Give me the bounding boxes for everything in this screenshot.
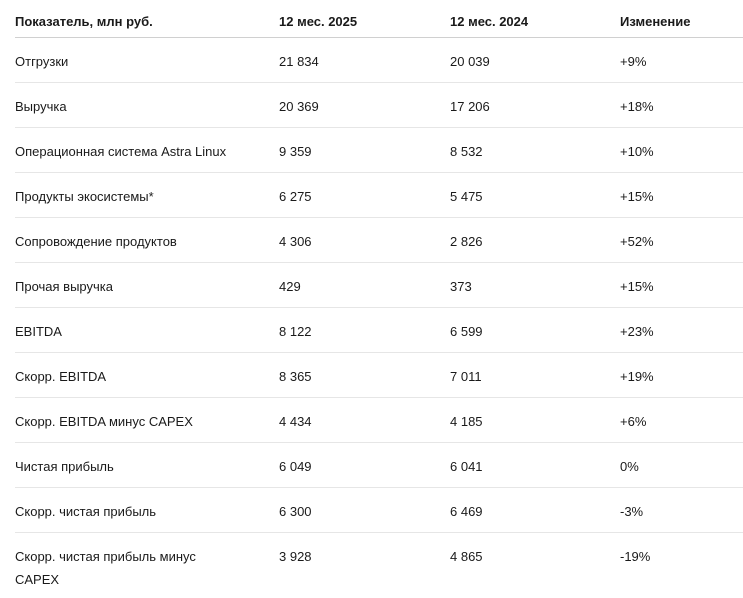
header-row: Показатель, млн руб. 12 мес. 2025 12 мес. … bbox=[15, 0, 743, 38]
table-cell: Отгрузки bbox=[15, 54, 69, 69]
table-cell: +10% bbox=[620, 144, 654, 159]
table-cell: Скорр. чистая прибыль bbox=[15, 504, 157, 519]
table-cell: 8 122 bbox=[279, 324, 312, 339]
table-row: Чистая прибыль 6 049 6 041 0% bbox=[15, 443, 743, 488]
table-cell: 6 469 bbox=[450, 504, 483, 519]
table-cell: EBITDA bbox=[15, 324, 62, 339]
table-row: Скорр. чистая прибыль 6 300 6 469 -3% bbox=[15, 488, 743, 533]
table-cell: 6 300 bbox=[279, 504, 312, 519]
table-row: Отгрузки 21 834 20 039 +9% bbox=[15, 38, 743, 83]
header-cell: 12 мес. 2024 bbox=[450, 14, 529, 29]
table-cell: 8 532 bbox=[450, 144, 483, 159]
table-row: Скорр. EBITDA 8 365 7 011 +19% bbox=[15, 353, 743, 398]
table-cell: 4 306 bbox=[279, 234, 312, 249]
table-cell: +15% bbox=[620, 189, 654, 204]
table-cell: Выручка bbox=[15, 99, 67, 114]
table-cell: +19% bbox=[620, 369, 654, 384]
table-cell: 6 275 bbox=[279, 189, 312, 204]
table-cell: +6% bbox=[620, 414, 647, 429]
table-row: Продукты экосистемы* 6 275 5 475 +15% bbox=[15, 173, 743, 218]
table-cell: +23% bbox=[620, 324, 654, 339]
table-cell: 17 206 bbox=[450, 99, 490, 114]
table-cell: -19% bbox=[620, 549, 651, 564]
table-cell: 373 bbox=[450, 279, 472, 294]
table-cell: 4 185 bbox=[450, 414, 483, 429]
table-row: Скорр. EBITDA минус CAPEX 4 434 4 185 +6% bbox=[15, 398, 743, 443]
table-cell: 6 049 bbox=[279, 459, 312, 474]
table-cell: +9% bbox=[620, 54, 647, 69]
table-row: Выручка 20 369 17 206 +18% bbox=[15, 83, 743, 128]
header-cell: 12 мес. 2025 bbox=[279, 14, 358, 29]
table-cell: 2 826 bbox=[450, 234, 483, 249]
table-cell: 6 041 bbox=[450, 459, 483, 474]
table-cell: 20 369 bbox=[279, 99, 319, 114]
table-cell: Прочая выручка bbox=[15, 279, 113, 294]
table-cell: 9 359 bbox=[279, 144, 312, 159]
table-cell: Операционная система Astra Linux bbox=[15, 144, 227, 159]
table-cell: 3 928 bbox=[279, 549, 312, 564]
table-row: Прочая выручка 429 373 +15% bbox=[15, 263, 743, 308]
table-cell: +18% bbox=[620, 99, 654, 114]
table-cell: 8 365 bbox=[279, 369, 312, 384]
table-cell: Продукты экосистемы* bbox=[15, 189, 154, 204]
table-cell: Сопровождение продуктов bbox=[15, 234, 177, 249]
table-row: Скорр. чистая прибыль минус CAPEX 3 928 4 … bbox=[15, 533, 743, 593]
table-cell: +15% bbox=[620, 279, 654, 294]
table-row: Операционная система Astra Linux 9 359 8 5… bbox=[15, 128, 743, 173]
table-cell: Скорр. EBITDA bbox=[15, 369, 107, 384]
table-cell: Скорр. EBITDA минус CAPEX bbox=[15, 414, 193, 429]
table-cell: 20 039 bbox=[450, 54, 490, 69]
table-cell: 4 434 bbox=[279, 414, 312, 429]
table-cell: 4 865 bbox=[450, 549, 483, 564]
header-cell: Показатель, млн руб. bbox=[15, 14, 153, 29]
table-cell: Скорр. чистая прибыль минус CAPEX bbox=[15, 549, 196, 587]
table-cell: 21 834 bbox=[279, 54, 319, 69]
table-cell: 6 599 bbox=[450, 324, 483, 339]
header-cell: Изменение bbox=[620, 14, 691, 29]
table-cell: 5 475 bbox=[450, 189, 483, 204]
table-row: Сопровождение продуктов 4 306 2 826 +52% bbox=[15, 218, 743, 263]
table-cell: -3% bbox=[620, 504, 644, 519]
table-cell: 7 011 bbox=[450, 369, 482, 384]
table-row: EBITDA 8 122 6 599 +23% bbox=[15, 308, 743, 353]
table-cell: 0% bbox=[620, 459, 639, 474]
table-cell: Чистая прибыль bbox=[15, 459, 114, 474]
table-cell: +52% bbox=[620, 234, 654, 249]
table-cell: 429 bbox=[279, 279, 301, 294]
